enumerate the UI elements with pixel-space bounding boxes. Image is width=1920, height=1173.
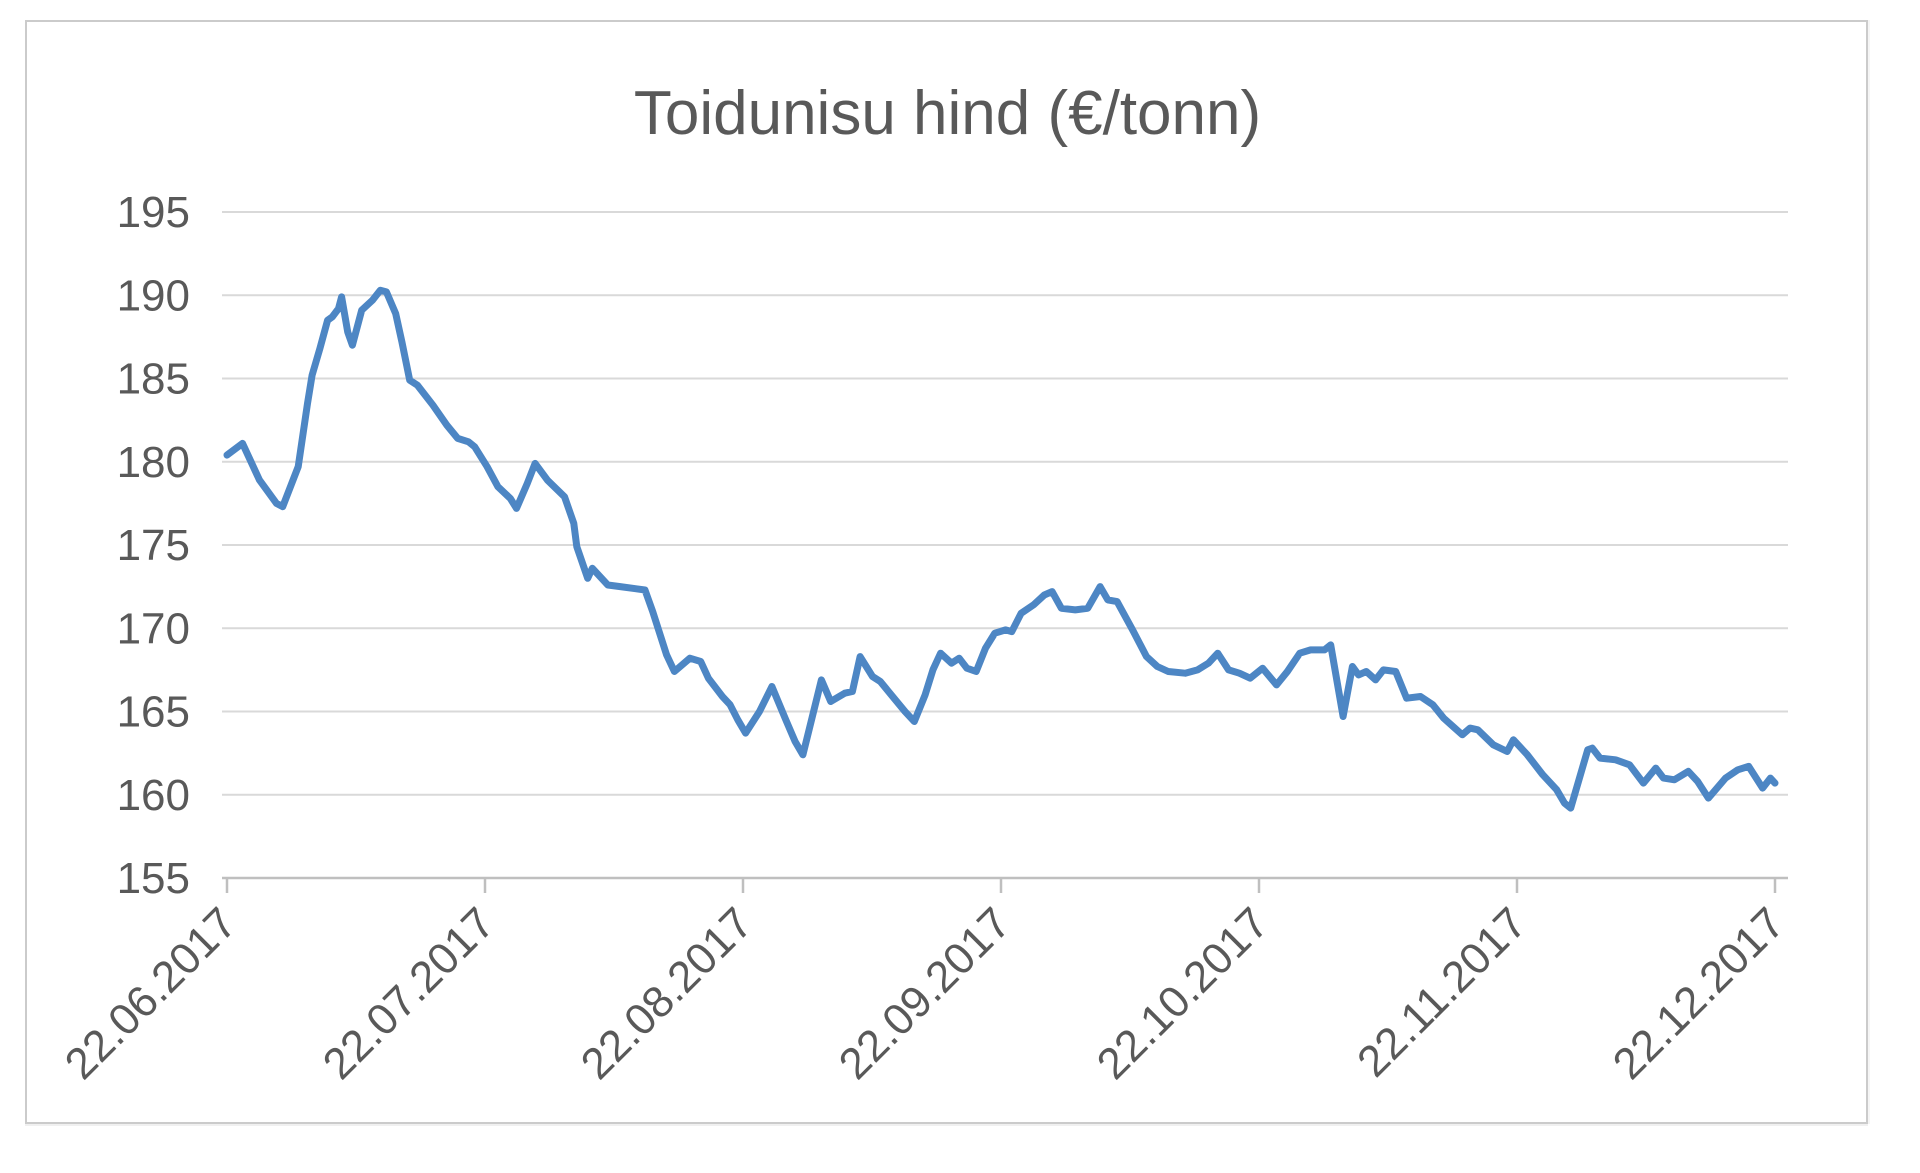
y-tick-label: 165: [117, 688, 190, 737]
x-tick-label: 22.07.2017: [314, 898, 504, 1088]
y-axis-labels: 155 160 165 170 175 180 185 190 195: [117, 188, 190, 903]
gridlines: [222, 211, 1788, 796]
x-tick-label: 22.08.2017: [572, 898, 762, 1088]
y-tick-label: 185: [117, 355, 190, 404]
x-tick-label: 22.12.2017: [1604, 898, 1794, 1088]
y-tick-label: 195: [117, 188, 190, 237]
chart-title: Toidunisu hind (€/tonn): [633, 79, 1262, 148]
x-tick-label: 22.09.2017: [830, 898, 1020, 1088]
y-tick-label: 175: [117, 521, 190, 570]
x-tick-label: 22.10.2017: [1088, 898, 1278, 1088]
y-tick-label: 155: [117, 854, 190, 903]
x-axis: [222, 876, 1788, 893]
y-tick-label: 180: [117, 438, 190, 487]
price-line-series: [223, 286, 1779, 812]
x-tick-label: 22.11.2017: [1348, 898, 1536, 1086]
y-tick-label: 160: [117, 771, 190, 820]
x-axis-labels: 22.06.2017 22.07.2017 22.08.2017 22.09.2017…: [56, 898, 1794, 1088]
y-tick-label: 190: [117, 271, 190, 320]
x-tick-label: 22.06.2017: [56, 898, 246, 1088]
y-tick-label: 170: [117, 604, 190, 653]
chart-frame: [25, 20, 1868, 1124]
